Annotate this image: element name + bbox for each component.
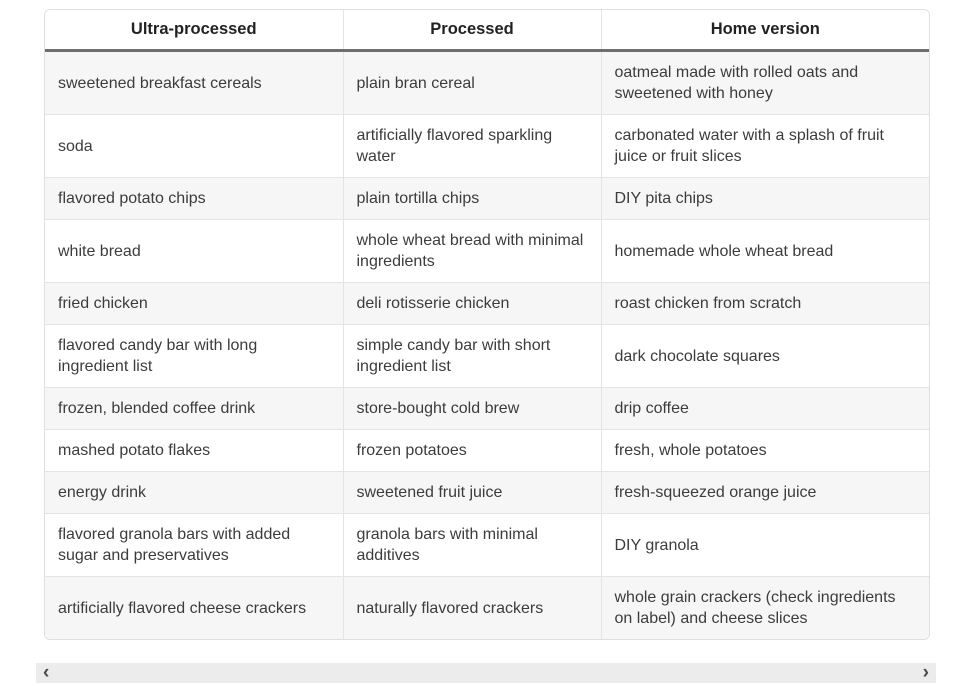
table-cell: DIY pita chips xyxy=(600,177,929,220)
table-cell: frozen potatoes xyxy=(342,429,601,472)
table-cell: flavored candy bar with long ingredient … xyxy=(45,324,343,388)
table-cell: store-bought cold brew xyxy=(342,387,601,430)
table-row: sweetened breakfast cereals plain bran c… xyxy=(45,50,929,115)
table-cell: artificially flavored sparkling water xyxy=(342,114,601,178)
table-cell: oatmeal made with rolled oats and sweete… xyxy=(600,50,929,115)
table-row: fried chicken deli rotisserie chicken ro… xyxy=(45,282,929,325)
table-row: soda artificially flavored sparkling wat… xyxy=(45,114,929,178)
table-cell: plain tortilla chips xyxy=(342,177,601,220)
comparison-table-container: Ultra-processed Processed Home version s… xyxy=(44,9,930,640)
table-cell: mashed potato flakes xyxy=(45,429,343,472)
table-cell: sweetened fruit juice xyxy=(342,471,601,514)
table-cell: dark chocolate squares xyxy=(600,324,929,388)
table-cell: artificially flavored cheese crackers xyxy=(45,576,343,639)
table-row: flavored potato chips plain tortilla chi… xyxy=(45,177,929,220)
table-cell: plain bran cereal xyxy=(342,50,601,115)
table-row: artificially flavored cheese crackers na… xyxy=(45,576,929,639)
table-row: frozen, blended coffee drink store-bough… xyxy=(45,387,929,430)
table-cell: granola bars with minimal additives xyxy=(342,513,601,577)
table-cell: fresh-squeezed orange juice xyxy=(600,471,929,514)
table-cell: DIY granola xyxy=(600,513,929,577)
comparison-table: Ultra-processed Processed Home version s… xyxy=(45,10,929,639)
table-cell: sweetened breakfast cereals xyxy=(45,50,343,115)
scroll-right-icon[interactable]: › xyxy=(922,662,929,683)
column-header-ultra-processed: Ultra-processed xyxy=(45,10,343,52)
table-cell: homemade whole wheat bread xyxy=(600,219,929,283)
table-cell: roast chicken from scratch xyxy=(600,282,929,325)
table-cell: flavored granola bars with added sugar a… xyxy=(45,513,343,577)
table-cell: frozen, blended coffee drink xyxy=(45,387,343,430)
table-cell: whole grain crackers (check ingredients … xyxy=(600,576,929,639)
table-cell: naturally flavored crackers xyxy=(342,576,601,639)
column-header-home-version: Home version xyxy=(600,10,929,52)
table-cell: energy drink xyxy=(45,471,343,514)
table-cell: whole wheat bread with minimal ingredien… xyxy=(342,219,601,283)
table-cell: simple candy bar with short ingredient l… xyxy=(342,324,601,388)
table-cell: white bread xyxy=(45,219,343,283)
table-row: flavored granola bars with added sugar a… xyxy=(45,513,929,577)
table-cell: flavored potato chips xyxy=(45,177,343,220)
column-header-processed: Processed xyxy=(342,10,601,52)
table-cell: drip coffee xyxy=(600,387,929,430)
table-row: flavored candy bar with long ingredient … xyxy=(45,324,929,388)
scroll-left-icon[interactable]: ‹ xyxy=(43,662,50,683)
table-cell: soda xyxy=(45,114,343,178)
table-row: energy drink sweetened fruit juice fresh… xyxy=(45,471,929,514)
table-cell: deli rotisserie chicken xyxy=(342,282,601,325)
table-cell: fried chicken xyxy=(45,282,343,325)
header-row: Ultra-processed Processed Home version xyxy=(45,10,929,52)
horizontal-scrollbar[interactable]: ‹ › xyxy=(36,663,936,683)
table-row: mashed potato flakes frozen potatoes fre… xyxy=(45,429,929,472)
table-cell: fresh, whole potatoes xyxy=(600,429,929,472)
table-cell: carbonated water with a splash of fruit … xyxy=(600,114,929,178)
table-row: white bread whole wheat bread with minim… xyxy=(45,219,929,283)
